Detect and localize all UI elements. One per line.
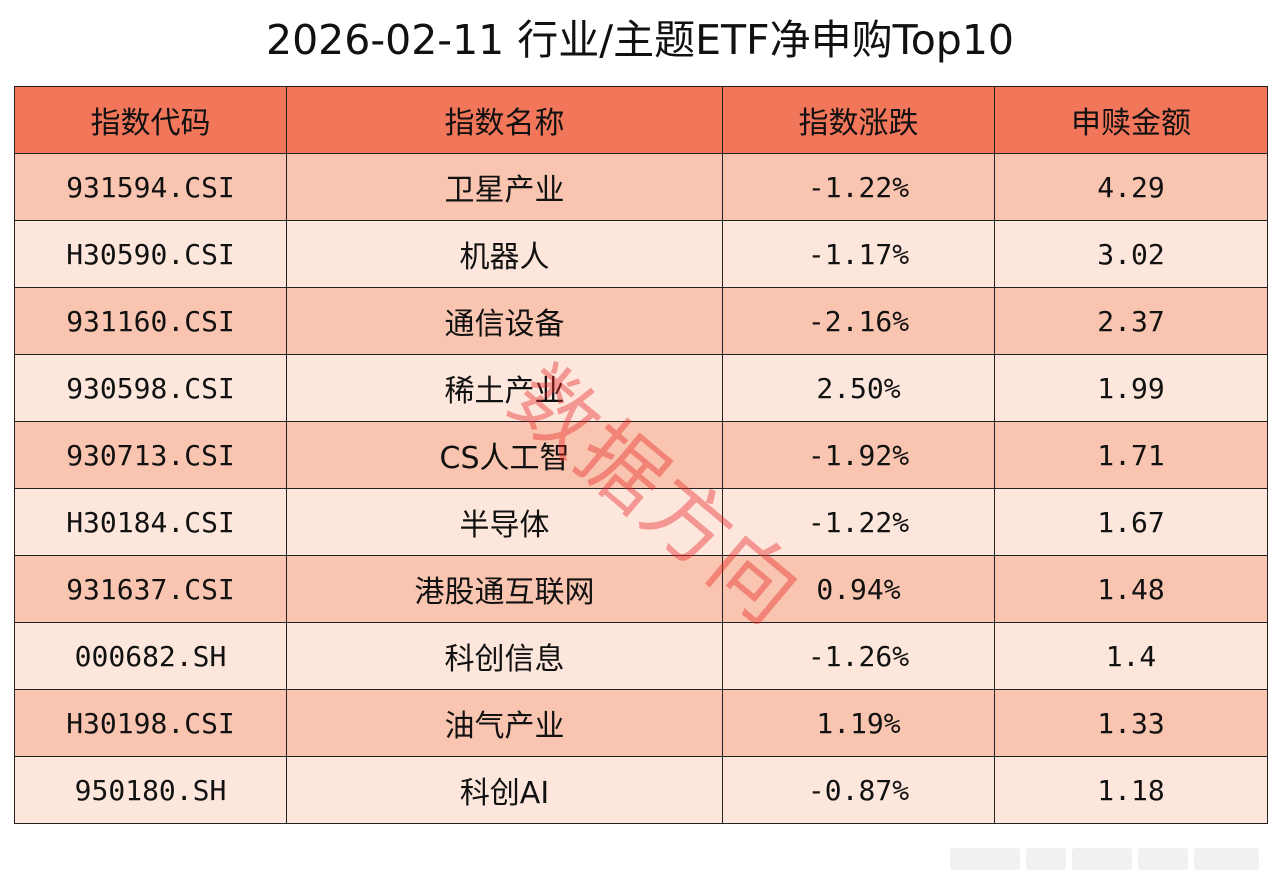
table-row: H30198.CSI 油气产业 1.19% 1.33	[14, 689, 1268, 757]
header-subscription-amount: 申赎金额	[994, 86, 1268, 154]
cell-index-code: 000682.SH	[14, 622, 287, 690]
table-row: 931594.CSI 卫星产业 -1.22% 4.29	[14, 153, 1268, 221]
cell-index-name: 油气产业	[286, 689, 723, 757]
cell-index-code: 931594.CSI	[14, 153, 287, 221]
cell-subscription-amount: 1.4	[994, 622, 1268, 690]
table-row: 930598.CSI 稀土产业 2.50% 1.99	[14, 354, 1268, 422]
cell-index-code: 950180.SH	[14, 756, 287, 824]
cell-index-change: -1.22%	[722, 153, 995, 221]
cell-subscription-amount: 1.99	[994, 354, 1268, 422]
table-row: 930713.CSI CS人工智 -1.92% 1.71	[14, 421, 1268, 489]
cell-index-name: CS人工智	[286, 421, 723, 489]
cell-subscription-amount: 1.71	[994, 421, 1268, 489]
cell-index-name: 半导体	[286, 488, 723, 556]
cell-index-change: -2.16%	[722, 287, 995, 355]
etf-net-subscription-table: 指数代码 指数名称 指数涨跌 申赎金额 931594.CSI 卫星产业 -1.2…	[14, 86, 1268, 824]
cell-index-name: 机器人	[286, 220, 723, 288]
table-row: 000682.SH 科创信息 -1.26% 1.4	[14, 622, 1268, 690]
cell-index-name: 通信设备	[286, 287, 723, 355]
cell-index-code: H30590.CSI	[14, 220, 287, 288]
header-index-name: 指数名称	[286, 86, 723, 154]
cell-index-code: 930598.CSI	[14, 354, 287, 422]
cell-subscription-amount: 1.33	[994, 689, 1268, 757]
cell-index-name: 卫星产业	[286, 153, 723, 221]
table-row: 931160.CSI 通信设备 -2.16% 2.37	[14, 287, 1268, 355]
cell-index-name: 科创信息	[286, 622, 723, 690]
cell-index-change: -1.22%	[722, 488, 995, 556]
table-header-row: 指数代码 指数名称 指数涨跌 申赎金额	[14, 86, 1268, 154]
cell-index-code: 930713.CSI	[14, 421, 287, 489]
header-index-code: 指数代码	[14, 86, 287, 154]
cell-index-name: 科创AI	[286, 756, 723, 824]
cell-subscription-amount: 2.37	[994, 287, 1268, 355]
page-title: 2026-02-11 行业/主题ETF净申购Top10	[265, 16, 1014, 64]
cell-index-change: -1.92%	[722, 421, 995, 489]
cell-subscription-amount: 3.02	[994, 220, 1268, 288]
cell-index-name: 港股通互联网	[286, 555, 723, 623]
header-index-change: 指数涨跌	[722, 86, 995, 154]
footer-decoration	[950, 848, 1260, 870]
cell-index-name: 稀土产业	[286, 354, 723, 422]
cell-index-change: 1.19%	[722, 689, 995, 757]
cell-subscription-amount: 1.18	[994, 756, 1268, 824]
cell-index-change: -0.87%	[722, 756, 995, 824]
cell-index-code: 931160.CSI	[14, 287, 287, 355]
cell-index-code: H30198.CSI	[14, 689, 287, 757]
cell-subscription-amount: 1.67	[994, 488, 1268, 556]
cell-subscription-amount: 1.48	[994, 555, 1268, 623]
table-row: H30184.CSI 半导体 -1.22% 1.67	[14, 488, 1268, 556]
table-row: 950180.SH 科创AI -0.87% 1.18	[14, 756, 1268, 824]
cell-index-change: 0.94%	[722, 555, 995, 623]
cell-index-change: 2.50%	[722, 354, 995, 422]
table-row: 931637.CSI 港股通互联网 0.94% 1.48	[14, 555, 1268, 623]
cell-subscription-amount: 4.29	[994, 153, 1268, 221]
cell-index-code: 931637.CSI	[14, 555, 287, 623]
cell-index-code: H30184.CSI	[14, 488, 287, 556]
table-row: H30590.CSI 机器人 -1.17% 3.02	[14, 220, 1268, 288]
cell-index-change: -1.17%	[722, 220, 995, 288]
cell-index-change: -1.26%	[722, 622, 995, 690]
